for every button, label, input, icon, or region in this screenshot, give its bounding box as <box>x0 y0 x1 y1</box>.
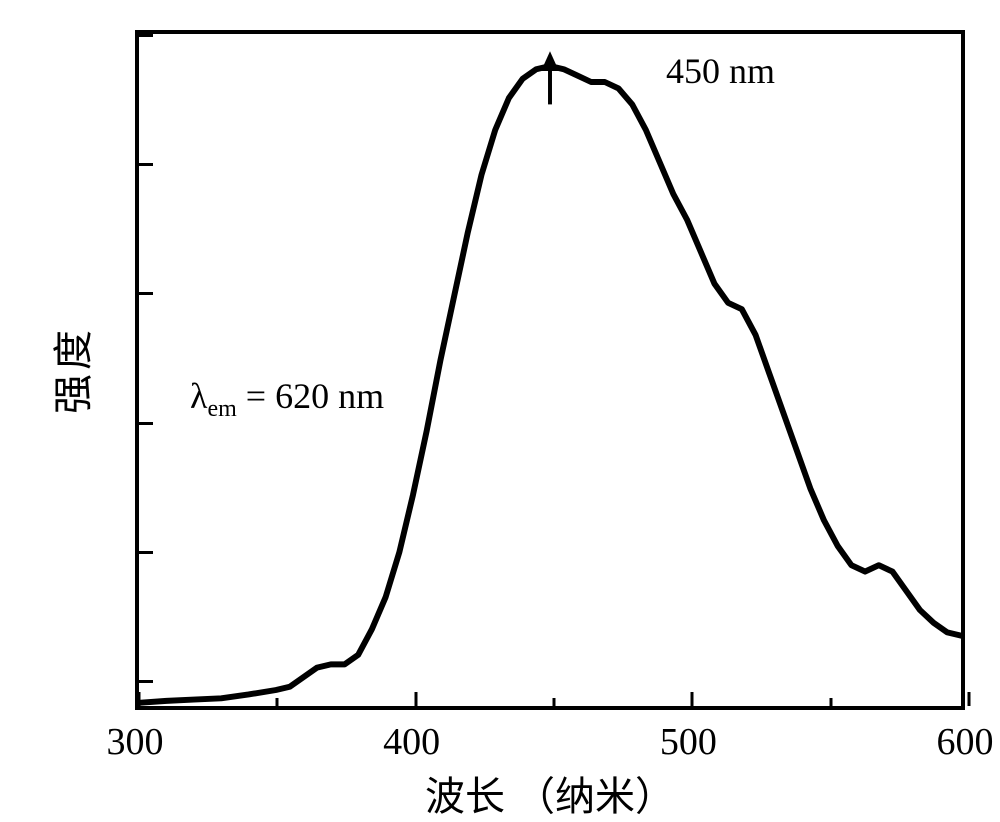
lambda-label: λem = 620 nm <box>190 375 384 423</box>
peak-arrow <box>541 51 559 104</box>
x-tick-minor <box>553 698 556 706</box>
x-tick <box>691 692 694 706</box>
x-tick-label: 400 <box>383 720 440 764</box>
x-tick-label: 600 <box>937 720 994 764</box>
plot-area <box>135 30 965 710</box>
y-tick <box>139 680 153 683</box>
x-tick-minor <box>829 698 832 706</box>
x-tick <box>414 692 417 706</box>
y-tick <box>139 292 153 295</box>
peak-label: 450 nm <box>666 50 775 92</box>
y-tick <box>139 551 153 554</box>
y-tick <box>139 422 153 425</box>
x-tick-label: 300 <box>107 720 164 764</box>
x-axis-title: 波长 （纳米） <box>425 764 675 822</box>
lambda-sub: em <box>207 396 236 422</box>
y-tick <box>139 163 153 166</box>
x-tick <box>968 692 971 706</box>
x-tick-label: 500 <box>660 720 717 764</box>
y-axis-title: 强度 <box>41 326 99 414</box>
lambda-prefix: λ <box>190 376 207 416</box>
x-tick <box>138 692 141 706</box>
curve-svg <box>139 34 961 706</box>
spectrum-chart: 300400500600 波长 （纳米） 强度 450 nm λem = 620… <box>0 0 1000 818</box>
x-tick-minor <box>276 698 279 706</box>
lambda-rest: = 620 nm <box>237 376 384 416</box>
y-tick <box>139 34 153 37</box>
